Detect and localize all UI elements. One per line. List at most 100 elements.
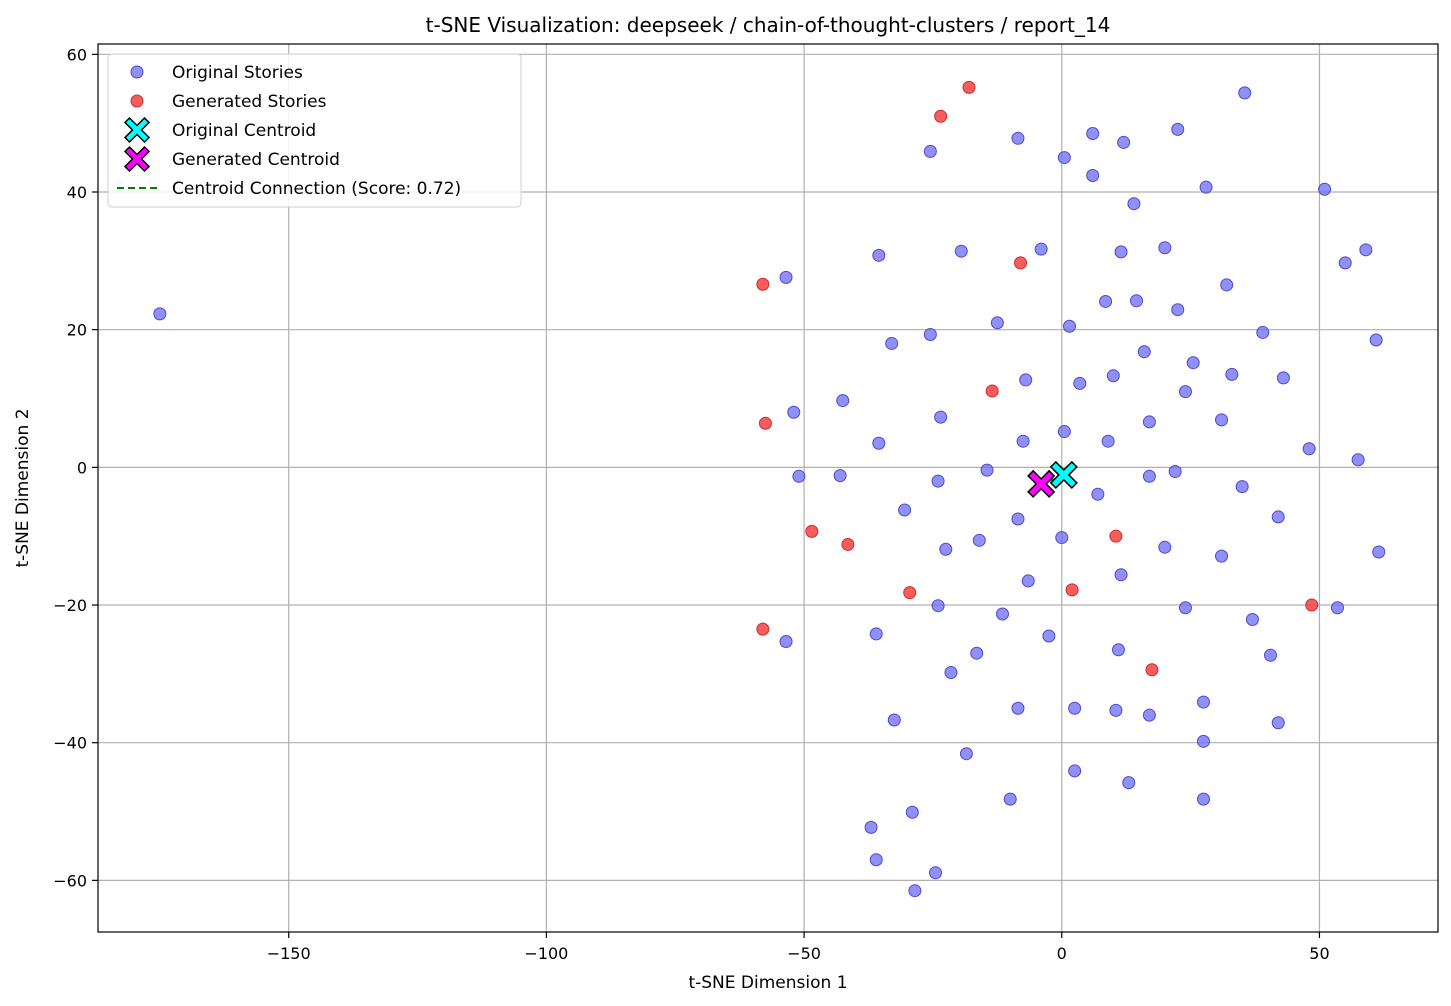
original-story-point	[869, 853, 883, 867]
original-story-point	[1235, 480, 1249, 494]
original-story-point	[970, 646, 984, 660]
original-story-point	[1114, 568, 1128, 582]
original-story-point	[1245, 612, 1259, 626]
original-story-point	[1271, 510, 1285, 524]
original-story-point	[887, 713, 901, 727]
data-points	[153, 80, 1386, 898]
generated-story-point	[1305, 598, 1319, 612]
original-story-point	[1122, 776, 1136, 790]
legend-marker-original	[130, 65, 144, 79]
original-story-point	[1351, 453, 1365, 467]
x-tick-label: 0	[1057, 944, 1067, 963]
original-story-point	[1256, 325, 1270, 339]
original-story-point	[1142, 708, 1156, 722]
original-centroid-marker	[1049, 460, 1078, 489]
original-story-point	[1111, 643, 1125, 657]
original-story-point	[1215, 413, 1229, 427]
legend-marker-generated	[130, 94, 144, 108]
original-story-point	[836, 394, 850, 408]
legend-label-original-centroid: Original Centroid	[172, 121, 316, 141]
legend: Original Stories Generated Stories Origi…	[107, 53, 522, 208]
original-story-point	[954, 244, 968, 258]
original-story-point	[1057, 425, 1071, 439]
x-axis-ticks: −150 −100 −50 0 50	[267, 932, 1330, 963]
y-tick-label: −60	[53, 871, 87, 890]
legend-label-original: Original Stories	[172, 63, 303, 83]
original-story-point	[1238, 86, 1252, 100]
x-tick-label: −150	[267, 944, 311, 963]
generated-story-point	[756, 622, 770, 636]
original-story-point	[792, 469, 806, 483]
original-story-point	[905, 805, 919, 819]
original-story-point	[1142, 469, 1156, 483]
original-story-point	[1109, 703, 1123, 717]
legend-label-generated-centroid: Generated Centroid	[172, 150, 340, 170]
original-story-point	[1225, 367, 1239, 381]
generated-story-point	[1065, 583, 1079, 597]
original-story-point	[153, 307, 167, 321]
original-story-point	[1130, 294, 1143, 308]
original-story-point	[959, 747, 973, 761]
original-story-point	[923, 327, 937, 341]
original-story-point	[1197, 792, 1210, 806]
legend-marker-generated-centroid	[123, 145, 151, 173]
legend-box	[107, 53, 522, 208]
original-story-point	[1091, 487, 1105, 501]
generated-story-point	[1109, 529, 1123, 543]
x-axis-label: t-SNE Dimension 1	[688, 973, 847, 993]
original-story-point	[1011, 131, 1025, 145]
original-story-point	[1086, 168, 1100, 182]
grid	[98, 44, 1438, 932]
x-tick-label: −50	[787, 944, 821, 963]
original-story-point	[931, 474, 945, 488]
original-story-point	[1220, 278, 1234, 292]
original-story-point	[1016, 434, 1030, 448]
original-story-point	[923, 144, 937, 158]
original-story-point	[1034, 242, 1048, 256]
generated-story-point	[841, 537, 855, 551]
y-tick-label: −40	[53, 734, 87, 753]
original-story-point	[1338, 256, 1352, 270]
x-tick-label: −100	[524, 944, 568, 963]
original-story-point	[1158, 540, 1172, 554]
original-story-point	[1171, 303, 1185, 317]
original-story-point	[872, 248, 886, 262]
original-story-point	[939, 542, 953, 556]
original-story-point	[1199, 180, 1213, 194]
generated-story-point	[962, 80, 976, 94]
original-story-point	[1019, 373, 1033, 387]
generated-story-point	[1145, 663, 1159, 677]
y-tick-label: 0	[77, 458, 87, 477]
original-story-point	[1168, 464, 1182, 478]
original-story-point	[931, 599, 945, 613]
generated-story-point	[758, 416, 772, 430]
original-story-point	[1099, 294, 1113, 308]
original-story-point	[1127, 197, 1141, 211]
original-story-point	[1011, 512, 1025, 526]
original-story-point	[833, 469, 847, 483]
original-story-point	[934, 410, 948, 424]
y-tick-label: 20	[67, 321, 87, 340]
original-story-point	[1178, 601, 1192, 615]
original-story-point	[1101, 434, 1115, 448]
original-story-point	[1215, 549, 1229, 563]
original-story-point	[990, 316, 1004, 330]
original-story-point	[864, 820, 878, 834]
original-story-point	[1055, 531, 1069, 545]
x-tick-label: 50	[1309, 944, 1329, 963]
original-story-point	[1011, 701, 1025, 715]
original-story-point	[1271, 716, 1285, 730]
original-story-point	[787, 405, 801, 419]
original-story-point	[996, 607, 1009, 621]
original-story-point	[1106, 369, 1120, 383]
generated-centroid-marker	[1027, 469, 1056, 498]
generated-story-point	[1014, 256, 1028, 270]
y-tick-label: −20	[53, 596, 87, 615]
original-story-point	[1086, 126, 1100, 140]
original-story-point	[872, 436, 886, 450]
original-story-point	[779, 635, 793, 649]
original-story-point	[1372, 545, 1386, 559]
original-story-point	[1264, 648, 1277, 662]
y-axis-ticks: −60 −40 −20 0 20 40 60	[53, 45, 98, 890]
